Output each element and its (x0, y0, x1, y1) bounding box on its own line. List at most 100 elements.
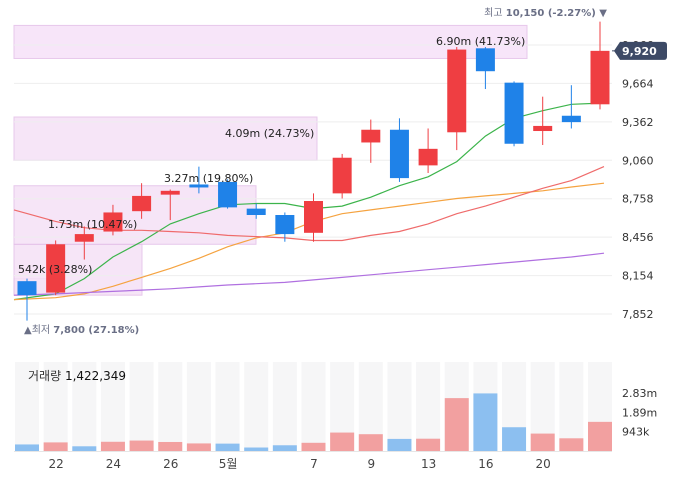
price-tick-label: 9,664 (622, 77, 654, 90)
annotations-layer: 542k (3.28%) 1.73m (10.47%) 3.27m (19.80%)… (18, 7, 667, 336)
date-tick-label: 24 (106, 457, 121, 471)
volume-bar (559, 438, 584, 451)
date-tick-label: 16 (478, 457, 493, 471)
volume-bar (301, 442, 326, 451)
candle-body (74, 234, 94, 242)
volume-bar (15, 444, 39, 451)
candle-body (103, 212, 123, 232)
high-value-text: 10,150 (-2.27%) (506, 8, 600, 19)
volume-bar (444, 398, 469, 451)
candle-body (246, 208, 266, 216)
date-tick-label: 20 (536, 457, 551, 471)
price-tick-label: 9,362 (622, 116, 654, 129)
price-tick-label: 7,852 (622, 308, 654, 321)
candle-body (361, 129, 381, 143)
volume-tick-label: 1.89m (622, 406, 657, 419)
candle-body (160, 190, 180, 195)
volume-column-bg (129, 362, 154, 451)
low-arrow-icon: ▲ (24, 325, 32, 336)
volume-layer: 2.83m 1.89m 943k 거래량 1,422,349 (15, 362, 657, 451)
volume-column-bg (43, 362, 68, 451)
volume-bar (330, 432, 355, 451)
volume-bar (272, 445, 297, 451)
high-annotation-label: 최고 10,150 (-2.27%) ▼ (484, 7, 607, 19)
volume-bar (358, 434, 383, 451)
volume-column-bg (272, 362, 297, 451)
volume-title: 거래량 1,422,349 (28, 369, 126, 383)
candle-body (447, 49, 467, 133)
candle-body (533, 125, 553, 132)
low-label-text: 최저 (32, 324, 54, 336)
current-price-badge (614, 41, 667, 60)
low-value-text: 7,800 (27.18%) (53, 325, 139, 336)
price-tick-label: 8,758 (622, 193, 654, 206)
candles-layer (17, 21, 610, 321)
volume-column-bg (215, 362, 240, 451)
candle-body (332, 157, 352, 194)
candle-body (418, 148, 438, 166)
date-tick-label: 22 (49, 457, 64, 471)
candle-body (590, 50, 610, 105)
candle-body (17, 281, 37, 296)
candle-body (389, 129, 409, 179)
price-band-label: 1.73m (10.47%) (48, 218, 137, 231)
volume-column-bg (186, 362, 211, 451)
volume-tick-label: 2.83m (622, 387, 657, 400)
volume-bar (502, 427, 527, 451)
date-tick-label: 13 (421, 457, 436, 471)
volume-bar (215, 443, 240, 451)
volume-bar (186, 443, 211, 451)
volume-column-bg (100, 362, 125, 451)
price-tick-label: 8,154 (622, 270, 654, 283)
candle-body (46, 244, 66, 293)
candle-body (561, 115, 581, 123)
date-axis-layer: 22 24 26 5월 7 9 13 16 20 (14, 451, 612, 471)
volume-column-bg (72, 362, 97, 451)
volume-column-bg (158, 362, 183, 451)
candle-body (218, 181, 238, 208)
price-tick-label: 9,060 (622, 154, 654, 167)
candle-body (475, 48, 495, 72)
volume-bar (387, 438, 412, 451)
candle-body (275, 215, 295, 235)
price-tick-label: 8,456 (622, 231, 654, 244)
candle-body (189, 184, 209, 188)
volume-column-bg (387, 362, 412, 451)
price-band-label: 4.09m (24.73%) (225, 127, 314, 140)
volume-title-text: 거래량 (28, 369, 65, 383)
volume-bar (43, 442, 68, 451)
volume-bar (416, 438, 441, 451)
volume-bar (473, 393, 498, 451)
volume-bar (588, 421, 612, 451)
low-annotation-label: ▲최저 7,800 (27.18%) (24, 324, 139, 336)
candle-body (132, 195, 152, 212)
price-band-label: 6.90m (41.73%) (436, 35, 525, 48)
volume-column-bg (416, 362, 441, 451)
volume-bar (129, 440, 154, 451)
volume-tick-label: 943k (622, 426, 650, 439)
date-tick-label: 26 (163, 457, 178, 471)
volume-bar (72, 446, 97, 451)
date-tick-label: 5월 (219, 457, 238, 471)
current-price-label: 9,920 (622, 45, 657, 58)
price-band (13, 24, 528, 59)
volume-latest-value: 1,422,349 (65, 369, 126, 383)
price-band (13, 116, 318, 161)
candle-body (504, 82, 524, 144)
volume-column-bg (15, 362, 39, 451)
moving-average-line (13, 252, 605, 296)
volume-column-bg (244, 362, 269, 451)
volume-bar (244, 447, 269, 451)
date-tick-label: 9 (367, 457, 375, 471)
volume-column-bg (301, 362, 326, 451)
volume-bar (530, 433, 555, 451)
volume-bar (158, 441, 183, 451)
candle-body (304, 201, 323, 233)
volume-bar (100, 441, 125, 451)
date-tick-label: 7 (310, 457, 318, 471)
price-band-label: 3.27m (19.80%) (164, 172, 253, 185)
volume-column-bg (559, 362, 584, 451)
